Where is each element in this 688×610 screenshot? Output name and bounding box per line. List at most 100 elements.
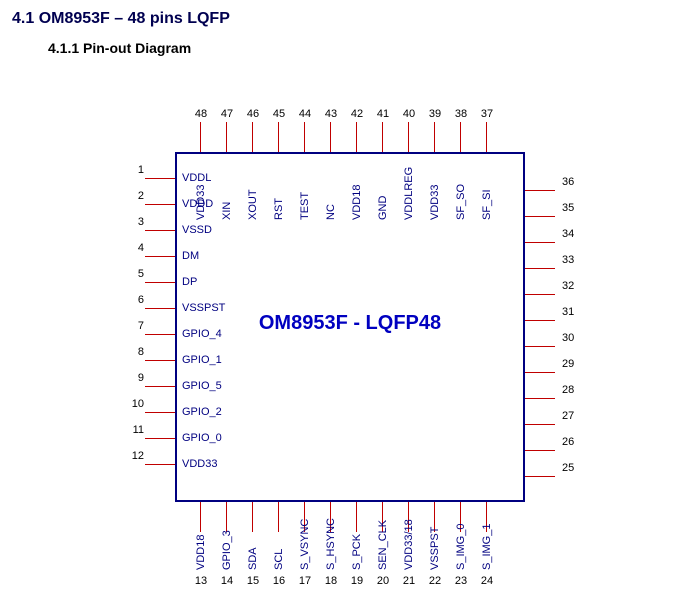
pin-num: 39 (426, 108, 444, 120)
pin-name: SCL (273, 508, 285, 570)
pin-line-top (486, 122, 487, 152)
pin-line-left (145, 464, 175, 465)
pin-line-right (525, 450, 555, 451)
pin-name: VDD33 (429, 158, 441, 220)
pin-num: 7 (128, 320, 144, 332)
pin-line-left (145, 412, 175, 413)
pin-line-left (145, 282, 175, 283)
pin-num: 2 (128, 190, 144, 202)
pin-num: 10 (128, 398, 144, 410)
pin-name: XOUT (247, 158, 259, 220)
pin-num: 41 (374, 108, 392, 120)
pin-num: 32 (562, 280, 574, 292)
pin-num: 3 (128, 216, 144, 228)
pin-num: 8 (128, 346, 144, 358)
pin-line-left (145, 360, 175, 361)
pin-name: VDD33/18 (403, 508, 415, 570)
pin-num: 1 (128, 164, 144, 176)
section-heading: 4.1 OM8953F – 48 pins LQFP (12, 10, 230, 28)
pin-name: VDD33 (182, 458, 217, 470)
pin-name: DM (182, 250, 199, 262)
pin-name: S_PCK (351, 508, 363, 570)
pin-num: 20 (374, 575, 392, 587)
pin-num: 18 (322, 575, 340, 587)
pin-num: 19 (348, 575, 366, 587)
pin-line-left (145, 308, 175, 309)
pin-line-right (525, 190, 555, 191)
pin-name: RST (273, 158, 285, 220)
pin-num: 16 (270, 575, 288, 587)
pin-name: SF_SI (481, 158, 493, 220)
pin-num: 44 (296, 108, 314, 120)
pin-name: VSSD (182, 224, 212, 236)
pin-line-left (145, 438, 175, 439)
pin-name: SF_SO (455, 158, 467, 220)
pin-line-top (200, 122, 201, 152)
pin-name: TEST (299, 158, 311, 220)
pin-num: 38 (452, 108, 470, 120)
pin-name: GPIO_4 (182, 328, 222, 340)
pin-name: VDD18 (195, 508, 207, 570)
pin-line-right (525, 294, 555, 295)
pin-line-left (145, 178, 175, 179)
pin-num: 31 (562, 306, 574, 318)
pin-line-top (434, 122, 435, 152)
pin-line-right (525, 346, 555, 347)
pin-line-right (525, 242, 555, 243)
pin-line-left (145, 204, 175, 205)
subsection-heading: 4.1.1 Pin-out Diagram (48, 40, 191, 56)
pin-num: 26 (562, 436, 574, 448)
pin-line-left (145, 230, 175, 231)
pin-line-left (145, 334, 175, 335)
pin-num: 27 (562, 410, 574, 422)
pin-line-right (525, 424, 555, 425)
pin-line-top (304, 122, 305, 152)
pin-num: 11 (128, 424, 144, 436)
pin-num: 17 (296, 575, 314, 587)
pin-name: NC (325, 158, 337, 220)
pin-num: 9 (128, 372, 144, 384)
pin-line-right (525, 476, 555, 477)
pin-line-top (460, 122, 461, 152)
pin-num: 35 (562, 202, 574, 214)
pin-num: 40 (400, 108, 418, 120)
pin-line-top (226, 122, 227, 152)
pin-num: 45 (270, 108, 288, 120)
pin-num: 36 (562, 176, 574, 188)
pin-name: GPIO_2 (182, 406, 222, 418)
pin-num: 23 (452, 575, 470, 587)
pin-name: GND (377, 158, 389, 220)
pin-name: VDDLREG (403, 158, 415, 220)
pin-num: 22 (426, 575, 444, 587)
pin-num: 30 (562, 332, 574, 344)
pin-num: 14 (218, 575, 236, 587)
pin-line-right (525, 372, 555, 373)
pin-name: GPIO_5 (182, 380, 222, 392)
pin-num: 6 (128, 294, 144, 306)
pin-line-top (382, 122, 383, 152)
pin-line-top (278, 122, 279, 152)
pin-name: S_IMG_0 (455, 508, 467, 570)
pin-num: 5 (128, 268, 144, 280)
pin-line-right (525, 320, 555, 321)
pin-name: VSSPST (182, 302, 225, 314)
pin-name: GPIO_1 (182, 354, 222, 366)
pin-num: 28 (562, 384, 574, 396)
pin-num: 42 (348, 108, 366, 120)
pin-line-top (408, 122, 409, 152)
pin-name: S_VSYNC (299, 508, 311, 570)
pin-name: DP (182, 276, 197, 288)
pin-num: 43 (322, 108, 340, 120)
pin-name: S_IMG_1 (481, 508, 493, 570)
pin-num: 48 (192, 108, 210, 120)
pin-name: GPIO_3 (221, 508, 233, 570)
pin-line-left (145, 386, 175, 387)
pin-num: 33 (562, 254, 574, 266)
pin-num: 4 (128, 242, 144, 254)
pin-name: SDA (247, 508, 259, 570)
pin-num: 21 (400, 575, 418, 587)
pin-num: 24 (478, 575, 496, 587)
chip-label: OM8953F - LQFP48 (175, 312, 525, 335)
pin-num: 29 (562, 358, 574, 370)
pin-line-right (525, 216, 555, 217)
